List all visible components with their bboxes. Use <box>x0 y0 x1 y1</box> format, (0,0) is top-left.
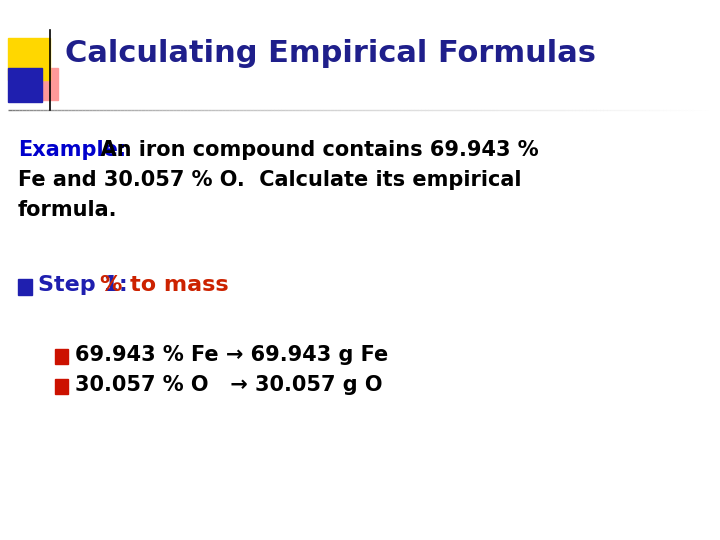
Bar <box>8 68 42 102</box>
Text: % to mass: % to mass <box>100 275 229 295</box>
Text: Fe and 30.057 % O.  Calculate its empirical: Fe and 30.057 % O. Calculate its empiric… <box>18 170 521 190</box>
Text: An iron compound contains 69.943 %: An iron compound contains 69.943 % <box>86 140 539 160</box>
Text: 69.943 % Fe → 69.943 g Fe: 69.943 % Fe → 69.943 g Fe <box>75 345 388 365</box>
Text: Calculating Empirical Formulas: Calculating Empirical Formulas <box>65 38 596 68</box>
Text: formula.: formula. <box>18 200 117 220</box>
Bar <box>8 38 50 80</box>
Bar <box>55 379 68 394</box>
Bar <box>20 68 58 100</box>
Bar <box>18 279 32 295</box>
Bar <box>55 349 68 364</box>
Text: Step 1:: Step 1: <box>38 275 143 295</box>
Text: 30.057 % O   → 30.057 g O: 30.057 % O → 30.057 g O <box>75 375 382 395</box>
Text: Example:: Example: <box>18 140 126 160</box>
